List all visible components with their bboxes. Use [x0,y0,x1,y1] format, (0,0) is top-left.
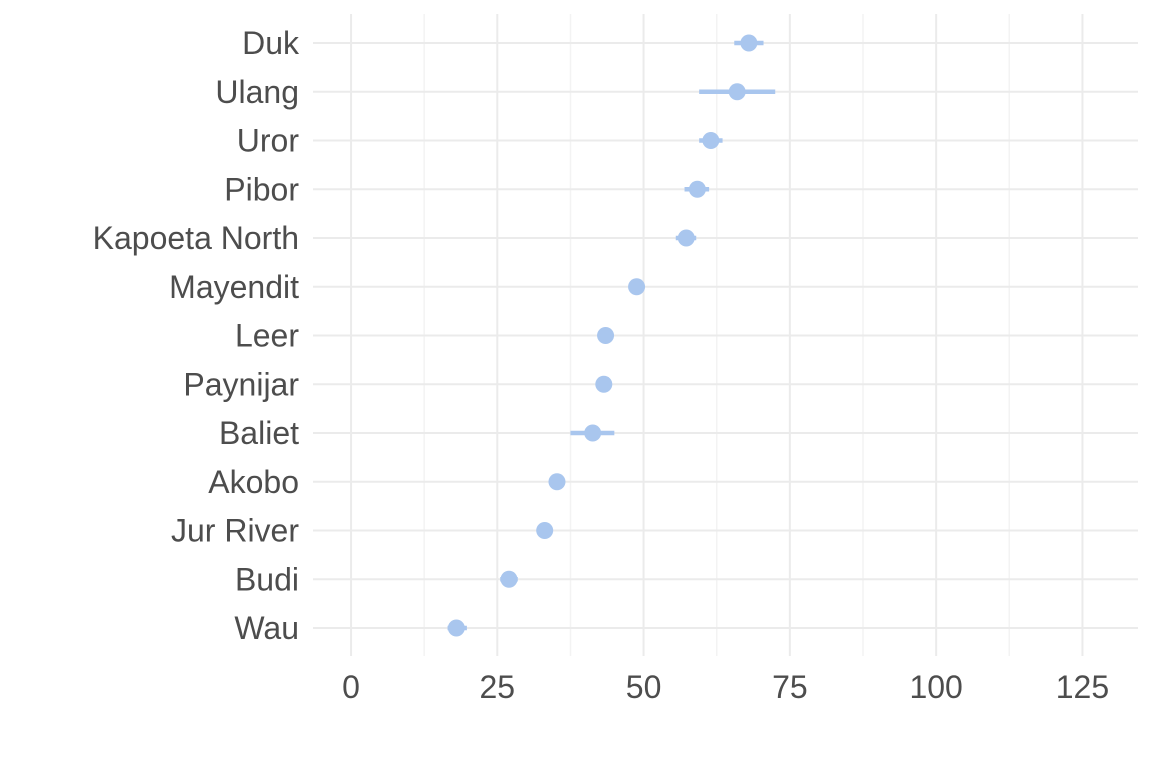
data-point [677,229,695,247]
data-point [447,619,465,637]
category-label: Kapoeta North [93,220,299,256]
data-point [548,473,566,491]
category-label: Baliet [219,415,299,451]
category-label: Wau [234,610,299,646]
x-tick-label: 50 [626,669,662,705]
data-point [597,327,615,344]
category-label: Uror [237,123,300,159]
data-point [595,375,613,393]
x-tick-label: 0 [342,669,360,705]
data-point [628,278,646,296]
x-tick-label: 125 [1056,669,1109,705]
x-tick-label: 75 [772,669,808,705]
category-label: Pibor [224,171,299,207]
category-label: Jur River [171,513,299,549]
category-label: Akobo [208,464,299,500]
category-label: Paynijar [183,366,299,402]
category-label: Leer [235,318,299,354]
category-label: Budi [235,561,299,597]
category-labels: Duk Ulang Uror Pibor Kapoeta North Mayendit Le… [93,25,300,646]
data-point [584,424,602,442]
x-tick-labels: 0 25 50 75 100 125 [342,669,1109,705]
category-label: Mayendit [169,269,299,305]
data-point [702,132,720,149]
category-label: Ulang [215,74,299,110]
data-point [740,34,758,52]
data-point [500,570,518,588]
category-label: Duk [242,25,300,61]
x-tick-label: 100 [909,669,962,705]
x-tick-label: 25 [480,669,516,705]
data-points [447,34,758,637]
data-point [688,180,706,198]
gridlines [313,14,1138,656]
data-point [728,83,746,101]
data-point [536,522,554,539]
